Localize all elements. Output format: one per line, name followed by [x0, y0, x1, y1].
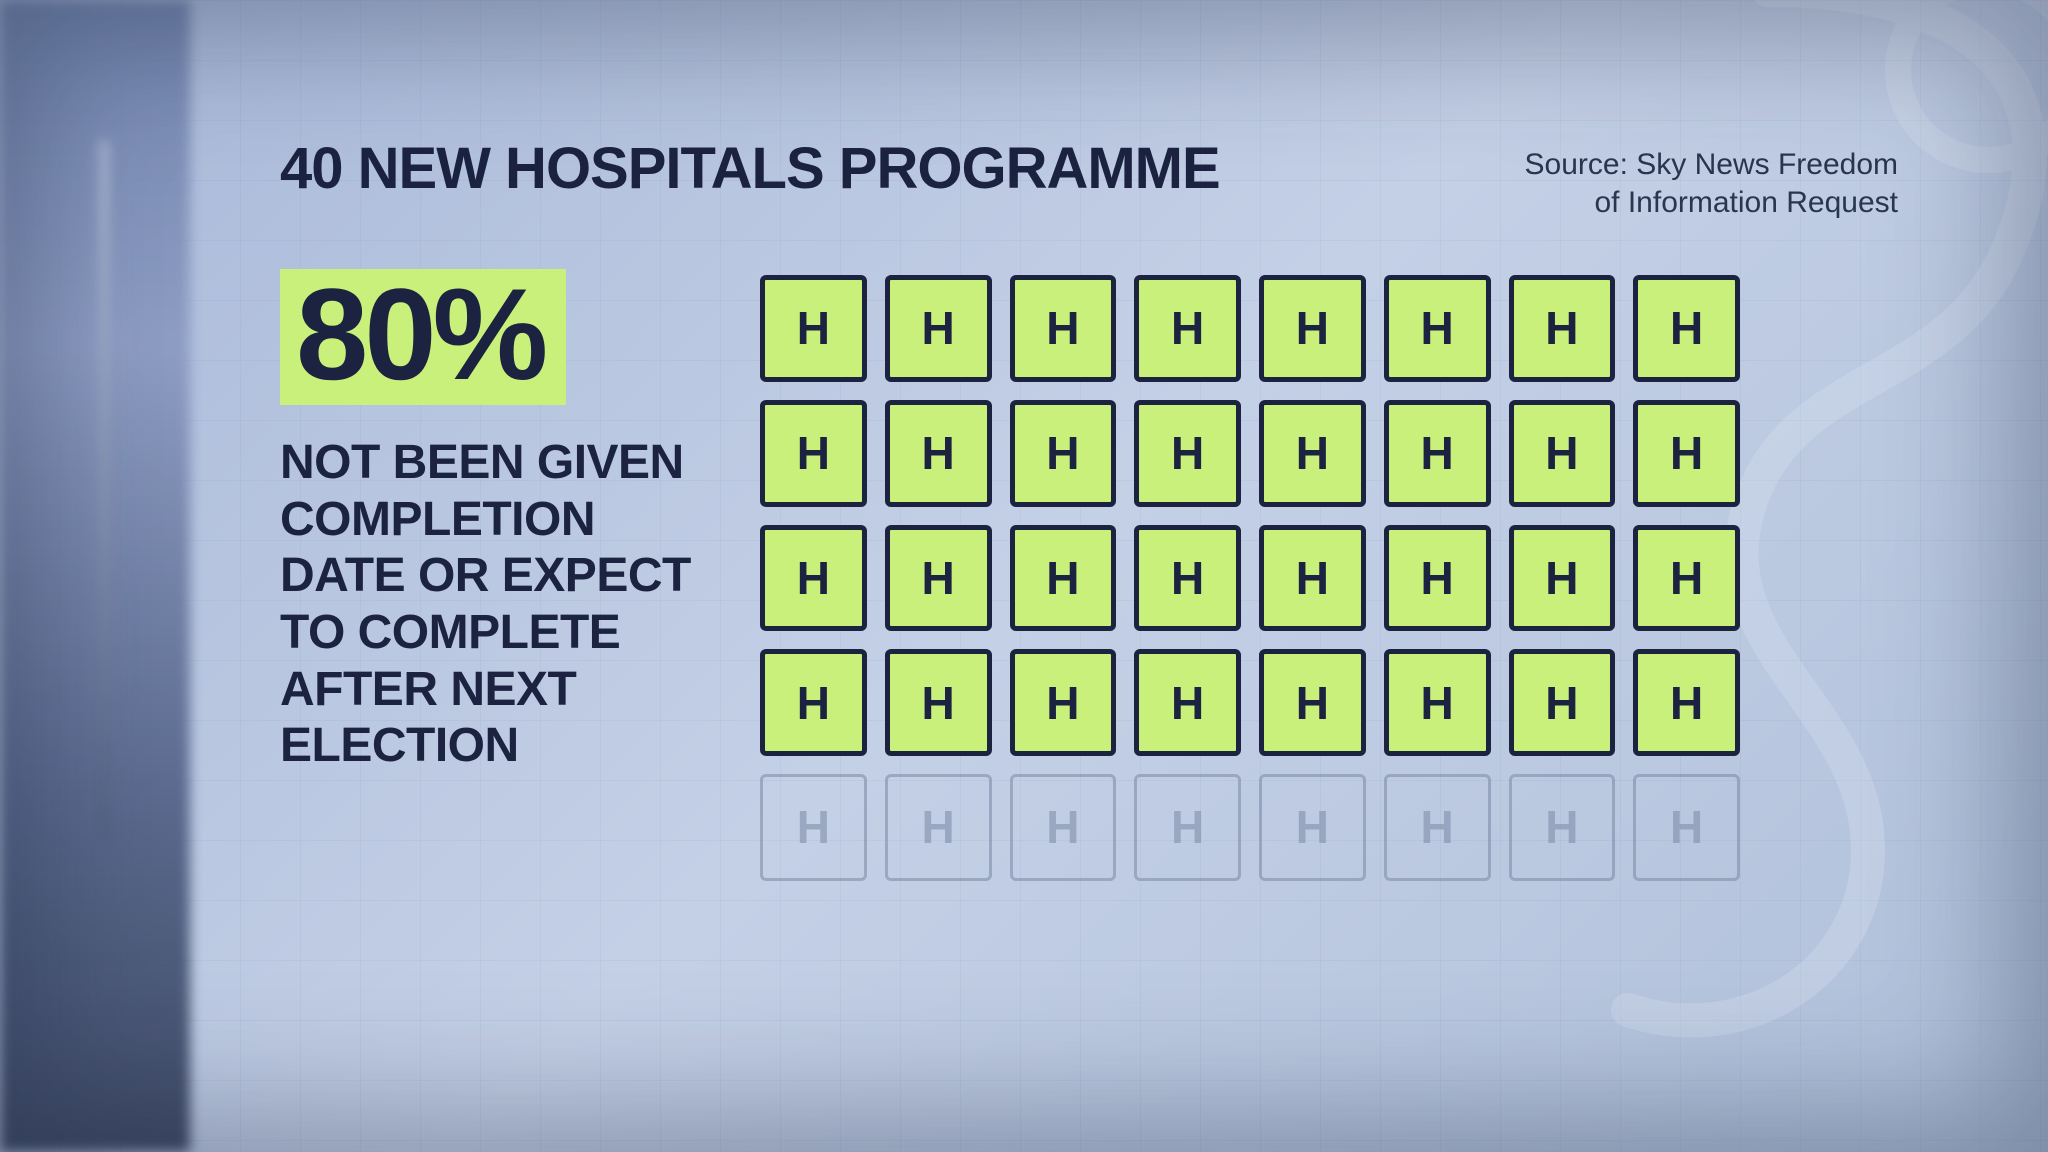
hospital-tile-active: H [885, 275, 992, 382]
page-title: 40 NEW HOSPITALS PROGRAMME [280, 140, 1220, 198]
hospital-tile-active: H [1633, 400, 1740, 507]
hospital-tile-active: H [1509, 525, 1616, 632]
hospital-tile-inactive: H [1633, 774, 1740, 881]
hospital-tile-active: H [885, 649, 992, 756]
hospital-tile-active: H [1384, 275, 1491, 382]
hospital-tile-inactive: H [760, 774, 867, 881]
hospital-tile-active: H [1259, 275, 1366, 382]
hospital-tile-active: H [760, 400, 867, 507]
hospital-tile-active: H [1509, 400, 1616, 507]
hospital-tile-active: H [1259, 525, 1366, 632]
hospital-tile-active: H [1509, 275, 1616, 382]
source-attribution: Source: Sky News Freedom of Information … [1525, 146, 1928, 221]
hospital-tile-active: H [1633, 525, 1740, 632]
hospital-tile-active: H [1384, 400, 1491, 507]
hospital-tile-active: H [760, 649, 867, 756]
hospital-tile-active: H [1010, 649, 1117, 756]
hospital-tile-inactive: H [1384, 774, 1491, 881]
source-line-1: Source: Sky News Freedom [1525, 146, 1898, 184]
header-row: 40 NEW HOSPITALS PROGRAMME Source: Sky N… [280, 140, 1928, 221]
stat-column: 80% NOT BEEN GIVEN COMPLETION DATE OR EX… [280, 269, 700, 775]
hospital-pictogram-grid: HHHHHHHHHHHHHHHHHHHHHHHHHHHHHHHHHHHHHHHH [760, 275, 1740, 881]
hospital-tile-active: H [1010, 275, 1117, 382]
hospital-tile-active: H [1134, 525, 1241, 632]
hospital-tile-active: H [885, 400, 992, 507]
hospital-tile-active: H [1259, 400, 1366, 507]
hospital-tile-inactive: H [1134, 774, 1241, 881]
hospital-tile-active: H [1509, 649, 1616, 756]
hospital-tile-active: H [1010, 400, 1117, 507]
hospital-tile-active: H [885, 525, 992, 632]
hospital-tile-active: H [1134, 649, 1241, 756]
hospital-tile-inactive: H [1259, 774, 1366, 881]
hospital-tile-active: H [760, 525, 867, 632]
hospital-tile-active: H [1134, 400, 1241, 507]
hospital-tile-active: H [1259, 649, 1366, 756]
hospital-tile-active: H [1633, 275, 1740, 382]
hospital-tile-active: H [1134, 275, 1241, 382]
percent-highlight: 80% [280, 269, 566, 405]
stat-description: NOT BEEN GIVEN COMPLETION DATE OR EXPECT… [280, 435, 700, 775]
hospital-tile-inactive: H [1509, 774, 1616, 881]
content-area: 40 NEW HOSPITALS PROGRAMME Source: Sky N… [0, 0, 2048, 1152]
hospital-tile-active: H [1633, 649, 1740, 756]
hospital-tile-inactive: H [1010, 774, 1117, 881]
hospital-tile-active: H [1384, 649, 1491, 756]
main-row: 80% NOT BEEN GIVEN COMPLETION DATE OR EX… [280, 269, 1928, 881]
source-line-2: of Information Request [1525, 184, 1898, 222]
hospital-tile-active: H [1384, 525, 1491, 632]
hospital-tile-active: H [1010, 525, 1117, 632]
hospital-tile-inactive: H [885, 774, 992, 881]
hospital-tile-active: H [760, 275, 867, 382]
